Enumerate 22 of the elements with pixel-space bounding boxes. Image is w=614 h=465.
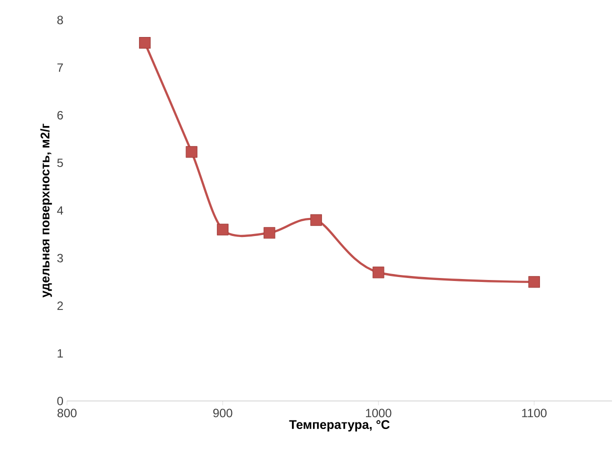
point	[310, 214, 322, 226]
y-tick-label: 6	[57, 111, 63, 120]
y-tick-label: 5	[57, 158, 63, 168]
x-tick-label: 800	[58, 408, 77, 418]
y-tick-label: 0	[57, 396, 64, 406]
point	[216, 224, 229, 236]
x-tick-label: 900	[213, 408, 232, 418]
y-tick-label: 1	[58, 349, 63, 358]
point	[264, 227, 276, 239]
y-tick-label: 7	[57, 64, 63, 72]
y-tick-label: 8	[57, 16, 63, 24]
x-tick-label: 1100	[522, 408, 547, 418]
x-axis-title: Температура, °С	[289, 420, 390, 432]
point	[372, 266, 384, 278]
x-tick-label: 1000	[366, 408, 392, 418]
y-axis-title: удельная поверхность, м2/г	[40, 124, 52, 298]
point	[139, 37, 151, 49]
y-tick-label: 4	[57, 206, 64, 215]
y-tick-label: 3	[57, 254, 63, 262]
point	[528, 276, 540, 288]
y-tick-label: 2	[57, 302, 63, 310]
point	[186, 146, 198, 158]
